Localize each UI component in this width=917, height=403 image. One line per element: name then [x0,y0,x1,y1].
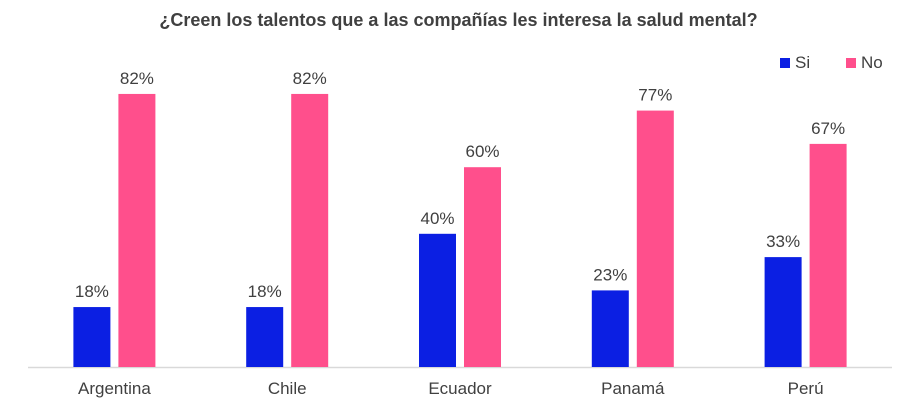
bar-no-1 [291,93,329,367]
bar-no-2 [464,167,501,367]
data-label-si-1: 18% [248,282,282,301]
bar-si-3 [591,290,629,367]
legend-swatch-si [780,58,790,68]
bar-si-0 [73,307,111,367]
bar-no-3 [636,110,674,367]
chart-title: ¿Creen los talentos que a las compañías … [159,10,758,30]
bar-si-1 [246,307,284,367]
legend-swatch-no [846,58,856,68]
bar-si-2 [419,233,456,367]
data-label-si-3: 23% [593,265,627,284]
legend-label-no: No [861,53,883,72]
bar-si-4 [764,257,802,367]
data-label-si-2: 40% [420,209,454,228]
x-tick-label-0: Argentina [78,379,151,398]
data-label-si-0: 18% [75,282,109,301]
data-label-no-1: 82% [293,69,327,88]
data-label-no-4: 67% [811,119,845,138]
legend-label-si: Si [795,53,810,72]
bar-no-0 [118,93,156,367]
bar-no-4 [809,143,847,367]
x-tick-label-4: Perú [788,379,824,398]
data-label-no-0: 82% [120,69,154,88]
data-label-no-2: 60% [465,142,499,161]
data-label-no-3: 77% [638,86,672,105]
x-tick-label-2: Ecuador [428,379,492,398]
data-label-si-4: 33% [766,232,800,251]
x-tick-label-1: Chile [268,379,307,398]
x-tick-label-3: Panamá [601,379,665,398]
